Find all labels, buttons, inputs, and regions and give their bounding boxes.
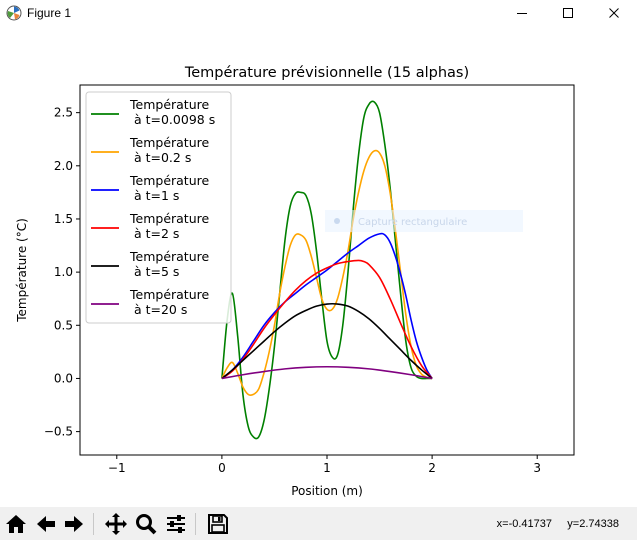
- close-icon: [609, 8, 619, 18]
- configure-subplots-button[interactable]: [163, 511, 189, 537]
- x-axis-label: Position (m): [291, 484, 363, 498]
- legend-label-0: Température à t=0.0098 s: [129, 97, 215, 127]
- legend-label-5: Température à t=20 s: [129, 287, 209, 317]
- y-tick-label: 2.0: [54, 159, 73, 173]
- maximize-button[interactable]: [545, 0, 591, 26]
- rectangular-capture-overlay: Capture rectangulaire: [325, 210, 523, 232]
- series-line-4: [221, 302, 433, 380]
- capture-overlay-text: Capture rectangulaire: [358, 217, 467, 228]
- back-arrow-icon: [37, 516, 55, 532]
- y-tick-label: 1.0: [54, 265, 73, 279]
- cursor-coordinates: x=-0.41737 y=2.74338: [496, 518, 619, 530]
- x-tick-label: −1: [108, 461, 126, 475]
- legend: Température à t=0.0098 s Température à t=…: [85, 91, 232, 324]
- x-tick-label: 1: [323, 461, 331, 475]
- series-line-5: [221, 365, 433, 380]
- x-tick-label: 3: [533, 461, 541, 475]
- legend-box: [85, 91, 232, 324]
- figure-canvas[interactable]: −1 0 1 2 3 −0.5 0.0 0.5 1.0 1.5 2.0 2.5 Températur…: [0, 26, 637, 507]
- chart-title: Température prévisionnelle (15 alphas): [184, 65, 469, 81]
- configure-subplots-icon: [167, 515, 185, 533]
- forward-button[interactable]: [61, 511, 87, 537]
- pan-icon: [105, 513, 127, 535]
- x-tick-label: 2: [428, 461, 436, 475]
- series-line-0: [221, 100, 433, 440]
- back-button[interactable]: [33, 511, 59, 537]
- minimize-button[interactable]: [499, 0, 545, 26]
- maximize-icon: [563, 8, 573, 18]
- legend-label-2: Température à t=1 s: [129, 173, 209, 203]
- temperature-chart[interactable]: −1 0 1 2 3 −0.5 0.0 0.5 1.0 1.5 2.0 2.5 Températur…: [0, 26, 637, 507]
- forward-arrow-icon: [65, 516, 83, 532]
- y-tick-label: −0.5: [44, 425, 73, 439]
- legend-label-4: Température à t=5 s: [129, 249, 209, 279]
- legend-label-1: Température à t=0.2 s: [129, 135, 209, 165]
- close-button[interactable]: [591, 0, 637, 26]
- zoom-button[interactable]: [133, 511, 159, 537]
- zoom-icon: [136, 514, 157, 535]
- y-tick-label: 0.0: [54, 371, 73, 385]
- toolbar-separator: [93, 513, 94, 535]
- window-title: Figure 1: [27, 6, 72, 20]
- x-tick-label: 0: [218, 461, 226, 475]
- toolbar-separator: [195, 513, 196, 535]
- home-button[interactable]: [3, 511, 29, 537]
- series-line-3: [221, 259, 433, 380]
- navigation-toolbar: x=-0.41737 y=2.74338: [0, 507, 637, 540]
- legend-label-3: Température à t=2 s: [129, 211, 209, 241]
- matplotlib-app-icon: [6, 5, 22, 21]
- save-button[interactable]: [205, 511, 231, 537]
- series-line-1: [221, 149, 433, 396]
- y-axis-label: Température (°C): [15, 218, 29, 323]
- window-titlebar: Figure 1: [0, 0, 637, 26]
- y-tick-label: 0.5: [54, 318, 73, 332]
- y-tick-label: 1.5: [54, 212, 73, 226]
- minimize-icon: [517, 13, 527, 14]
- y-tick-label: 2.5: [54, 106, 73, 120]
- home-icon: [6, 515, 26, 533]
- save-icon: [208, 514, 228, 534]
- pan-button[interactable]: [103, 511, 129, 537]
- series-line-2: [221, 232, 433, 380]
